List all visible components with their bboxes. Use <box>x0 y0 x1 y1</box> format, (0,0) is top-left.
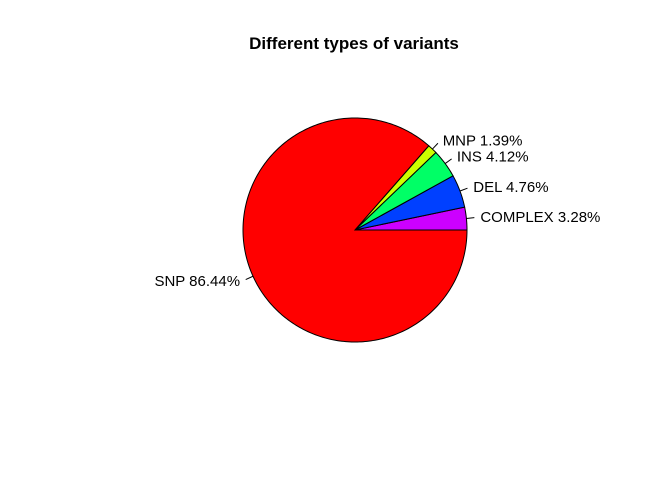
pie-leader-line <box>466 217 475 219</box>
pie-leader-lines <box>245 142 475 281</box>
pie-slice-label: DEL 4.76% <box>473 179 548 196</box>
pie-leader-line <box>459 187 468 192</box>
pie-leader-line <box>245 275 254 281</box>
pie-slices <box>242 117 468 343</box>
pie-slice <box>354 151 454 231</box>
pie-leader-line <box>432 142 439 150</box>
pie-slice-label: SNP 86.44% <box>154 273 240 290</box>
pie-slice-label: COMPLEX 3.28% <box>480 209 600 226</box>
pie-labels: COMPLEX 3.28% DEL 4.76% INS 4.12%MNP 1.39%… <box>154 132 600 290</box>
pie-slice-label: MNP 1.39% <box>443 132 523 149</box>
pie-slice-label: INS 4.12% <box>457 148 529 165</box>
chart-title: Different types of variants <box>249 34 459 53</box>
pie-leader-line <box>444 158 452 164</box>
